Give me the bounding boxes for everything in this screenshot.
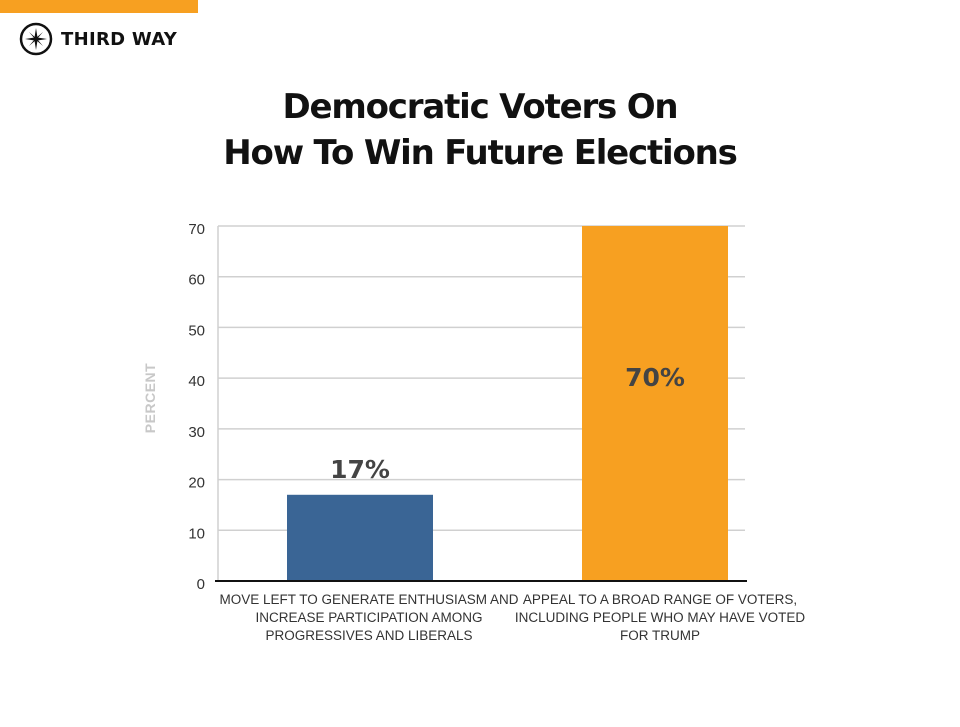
y-tick-label: 60 xyxy=(188,272,205,289)
data-label: 70% xyxy=(625,363,685,392)
y-tick-label: 70 xyxy=(188,221,205,238)
category-label-2: APPEAL TO A BROAD RANGE OF VOTERS, INCLU… xyxy=(514,592,806,643)
y-tick-label: 20 xyxy=(188,475,205,492)
y-tick-label: 50 xyxy=(188,322,205,339)
top-accent-bar xyxy=(0,0,198,13)
chart-title: Democratic Voters On How To Win Future E… xyxy=(0,84,960,176)
y-tick-label: 0 xyxy=(197,576,205,593)
third-way-logo: THIRD WAY xyxy=(19,22,177,56)
logo-text: THIRD WAY xyxy=(61,28,178,50)
y-tick-label: 30 xyxy=(188,424,205,441)
compass-icon xyxy=(19,22,53,56)
category-label-1: MOVE LEFT TO GENERATE ENTHUSIASM AND INC… xyxy=(219,592,519,643)
title-line-1: Democratic Voters On xyxy=(282,87,679,127)
bar xyxy=(582,226,728,581)
data-label: 17% xyxy=(330,455,390,484)
bar xyxy=(287,494,433,581)
y-tick-label: 40 xyxy=(188,373,205,390)
y-tick-label: 10 xyxy=(188,525,205,542)
title-line-2: How To Win Future Elections xyxy=(223,133,738,173)
y-axis-label: PERCENT xyxy=(142,362,158,434)
